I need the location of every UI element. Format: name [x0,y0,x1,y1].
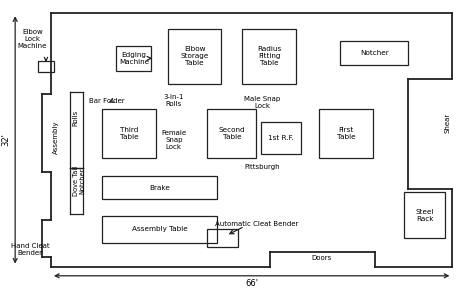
Bar [404,192,445,238]
Text: Third
Table: Third Table [120,127,138,140]
Text: Automatic Cleat Bender: Automatic Cleat Bender [215,221,298,227]
Text: 3-in-1
Rolls: 3-in-1 Rolls [164,94,184,107]
Text: Edging
Machine: Edging Machine [119,52,149,65]
Text: 32': 32' [1,134,10,146]
Bar [207,109,256,158]
Text: Second
Table: Second Table [219,127,245,140]
Text: Dove Tail
Notcher: Dove Tail Notcher [73,166,86,196]
Text: Notcher: Notcher [360,51,389,56]
Text: Male Snap
Lock: Male Snap Lock [244,96,281,109]
Bar [117,46,151,71]
Bar [102,109,156,158]
Text: Brake: Brake [149,185,170,191]
Text: Radius
Fitting
Table: Radius Fitting Table [257,46,281,66]
Bar [38,61,54,73]
Text: Assembly Table: Assembly Table [132,226,187,232]
Text: Elbow
Storage
Table: Elbow Storage Table [180,46,209,66]
Bar [319,109,373,158]
Text: Hand Cleat
Bender: Hand Cleat Bender [11,243,49,256]
Text: Female
Snap
Lock: Female Snap Lock [161,130,186,150]
Text: Elbow
Lock
Machine: Elbow Lock Machine [18,29,47,49]
Text: Steel
Rack: Steel Rack [416,209,434,222]
Text: Rolls: Rolls [73,109,79,125]
Text: 1st R.F.: 1st R.F. [268,135,294,141]
Text: First
Table: First Table [337,127,356,140]
Bar [168,29,221,84]
Text: 66': 66' [245,279,258,288]
Text: Assembly: Assembly [53,120,59,154]
Bar [340,42,408,65]
Text: Pittsburgh: Pittsburgh [245,164,280,170]
Bar [261,122,301,154]
Text: Shear: Shear [445,113,451,133]
Bar [207,229,237,247]
Bar [102,216,217,242]
Bar [242,29,296,84]
Text: Doors: Doors [311,255,332,261]
Bar [102,177,217,199]
Text: Bar Folder: Bar Folder [89,98,125,104]
